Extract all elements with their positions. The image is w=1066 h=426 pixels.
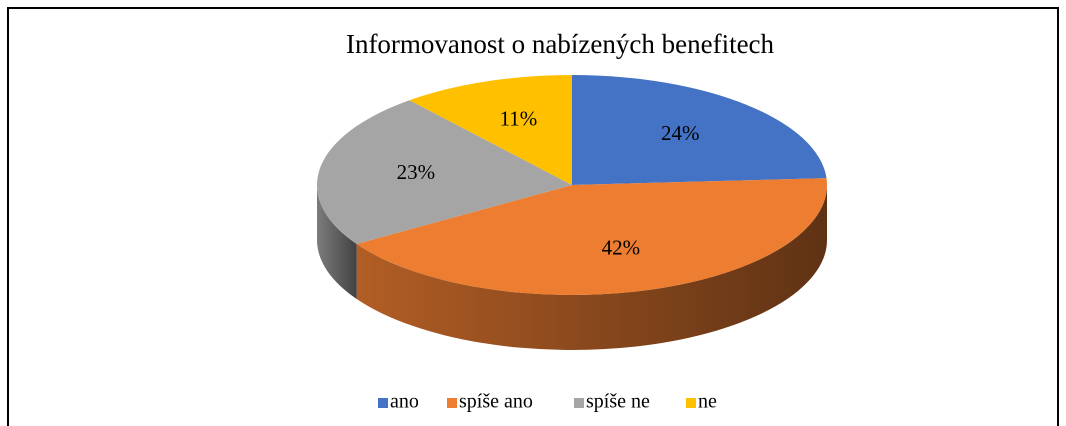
pie-side: [317, 185, 357, 299]
chart-border: [7, 7, 1059, 426]
legend-label: ne: [698, 391, 717, 413]
pie-slice: [317, 100, 572, 244]
legend-swatch: [447, 398, 457, 408]
legend-swatch: [686, 398, 696, 408]
legend-label: ano: [390, 391, 419, 413]
pie-slice: [356, 178, 827, 296]
data-label: 24%: [661, 121, 700, 145]
chart-title: Informovanost o nabízených benefitech: [346, 29, 775, 59]
legend-swatch: [574, 398, 584, 408]
data-label: 23%: [397, 160, 436, 184]
data-label: 11%: [500, 107, 538, 131]
pie-slice: [409, 75, 572, 185]
data-label: 42%: [602, 236, 641, 260]
pie-side: [356, 185, 827, 350]
legend-label: spíše ne: [586, 391, 650, 413]
legend-label: spíše ano: [459, 391, 533, 413]
legend-swatch: [378, 398, 388, 408]
pie-slice: [572, 75, 827, 185]
